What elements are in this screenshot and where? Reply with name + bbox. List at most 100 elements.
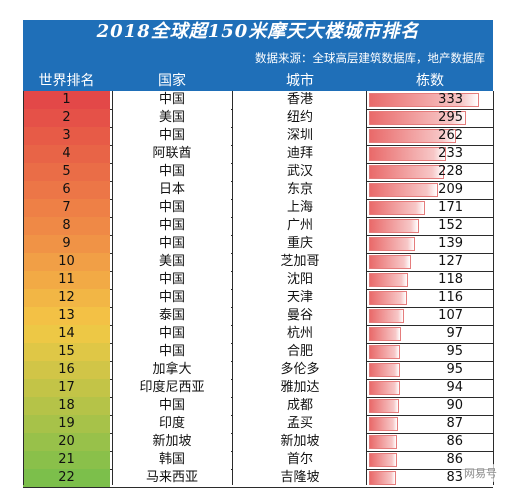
table-row: 14 中国 杭州 97 (23, 325, 493, 344)
rank-cell: 1 (23, 91, 110, 109)
table-row: 18 中国 成都 90 (23, 397, 493, 416)
rank-cell: 9 (23, 235, 110, 253)
country-cell: 新加坡 (113, 433, 231, 451)
city-cell: 纽约 (233, 109, 367, 127)
table-row: 1 中国 香港 333 (23, 91, 493, 110)
count-bar (369, 435, 397, 449)
count-bar (369, 219, 419, 233)
count-cell: 83 (367, 469, 493, 487)
table-row: 13 泰国 曼谷 107 (23, 307, 493, 326)
table-header: 世界排名 国家 城市 栋数 (23, 72, 493, 91)
table-row: 21 韩国 首尔 86 (23, 451, 493, 470)
count-cell: 295 (367, 109, 493, 127)
rank-cell: 6 (23, 181, 110, 199)
country-cell: 中国 (113, 127, 231, 145)
country-cell: 阿联酋 (113, 145, 231, 163)
table-border-left (23, 91, 24, 485)
count-label: 95 (446, 362, 463, 377)
count-label: 233 (438, 146, 463, 161)
rank-cell: 14 (23, 325, 110, 343)
rank-cell: 2 (23, 109, 110, 127)
country-cell: 泰国 (113, 307, 231, 325)
rank-cell: 8 (23, 217, 110, 235)
header-rank: 世界排名 (38, 73, 95, 89)
count-cell: 95 (367, 361, 493, 379)
rank-cell: 13 (23, 307, 110, 325)
count-label: 295 (438, 110, 463, 125)
count-cell: 87 (367, 415, 493, 433)
count-bar (369, 417, 398, 431)
count-bar (369, 147, 446, 161)
table-divider-rank (112, 91, 113, 485)
count-cell: 97 (367, 325, 493, 343)
country-cell: 中国 (113, 397, 231, 415)
count-label: 116 (438, 290, 463, 305)
count-cell: 228 (367, 163, 493, 181)
table-row: 15 中国 合肥 95 (23, 343, 493, 362)
city-cell: 东京 (233, 181, 367, 199)
city-cell: 上海 (233, 199, 367, 217)
table-divider-country (232, 91, 233, 485)
count-label: 87 (446, 416, 463, 431)
city-cell: 重庆 (233, 235, 367, 253)
count-label: 127 (438, 254, 463, 269)
count-bar (369, 309, 404, 323)
count-bar (369, 93, 479, 107)
watermark: 网易号 (461, 464, 500, 482)
country-cell: 中国 (113, 325, 231, 343)
count-cell: 262 (367, 127, 493, 145)
city-cell: 深圳 (233, 127, 367, 145)
count-bar (369, 111, 466, 125)
city-cell: 新加坡 (233, 433, 367, 451)
count-label: 262 (438, 128, 463, 143)
count-cell: 139 (367, 235, 493, 253)
table-row: 5 中国 武汉 228 (23, 163, 493, 182)
table-divider-city (366, 91, 367, 485)
country-cell: 印度尼西亚 (113, 379, 231, 397)
rank-cell: 3 (23, 127, 110, 145)
rank-cell: 15 (23, 343, 110, 361)
table-row: 4 阿联酋 迪拜 233 (23, 145, 493, 164)
count-label: 171 (438, 200, 463, 215)
city-cell: 雅加达 (233, 379, 367, 397)
count-cell: 107 (367, 307, 493, 325)
count-bar (369, 273, 408, 287)
city-cell: 沈阳 (233, 271, 367, 289)
count-label: 139 (438, 236, 463, 251)
count-label: 152 (438, 218, 463, 233)
count-bar (369, 381, 400, 395)
country-cell: 中国 (113, 289, 231, 307)
table-row: 7 中国 上海 171 (23, 199, 493, 218)
table-row: 22 马来西亚 吉隆坡 83 (23, 469, 493, 488)
count-cell: 118 (367, 271, 493, 289)
rank-cell: 4 (23, 145, 110, 163)
country-cell: 中国 (113, 235, 231, 253)
country-cell: 中国 (113, 91, 231, 109)
count-cell: 127 (367, 253, 493, 271)
table-row: 8 中国 广州 152 (23, 217, 493, 236)
count-bar (369, 453, 397, 467)
count-cell: 209 (367, 181, 493, 199)
city-cell: 迪拜 (233, 145, 367, 163)
table-row: 12 中国 天津 116 (23, 289, 493, 308)
header-city: 城市 (286, 73, 314, 89)
count-label: 209 (438, 182, 463, 197)
table-row: 17 印度尼西亚 雅加达 94 (23, 379, 493, 398)
country-cell: 韩国 (113, 451, 231, 469)
table-border-right (493, 91, 494, 485)
count-label: 228 (438, 164, 463, 179)
rank-cell: 11 (23, 271, 110, 289)
count-bar (369, 363, 400, 377)
count-label: 86 (446, 452, 463, 467)
table-row: 16 加拿大 多伦多 95 (23, 361, 493, 380)
country-cell: 中国 (113, 217, 231, 235)
chart-title: 2018全球超150米摩天大楼城市排名 (23, 20, 493, 44)
country-cell: 中国 (113, 343, 231, 361)
count-cell: 90 (367, 397, 493, 415)
count-label: 95 (446, 344, 463, 359)
city-cell: 香港 (233, 91, 367, 109)
country-cell: 加拿大 (113, 361, 231, 379)
city-cell: 广州 (233, 217, 367, 235)
table-row: 9 中国 重庆 139 (23, 235, 493, 254)
city-cell: 合肥 (233, 343, 367, 361)
